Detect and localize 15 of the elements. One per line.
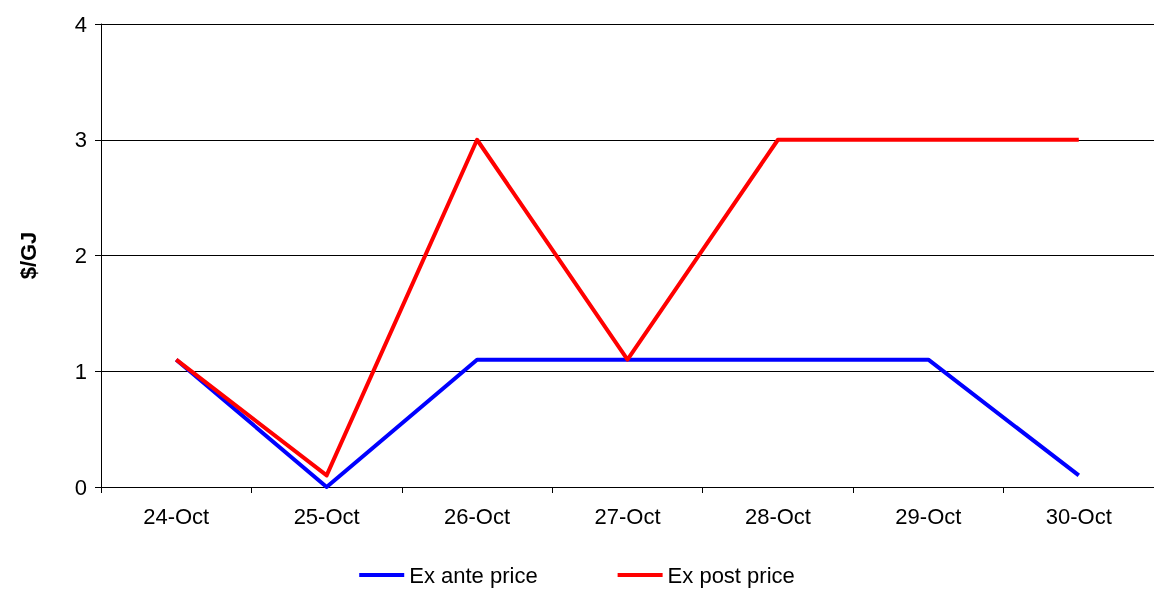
y-tick-label: 1 bbox=[74, 358, 87, 384]
x-tick-label: 29-Oct bbox=[895, 503, 962, 529]
x-tick-label: 24-Oct bbox=[143, 503, 210, 529]
y-axis-title: $/GJ bbox=[15, 231, 41, 280]
x-tick-label: 25-Oct bbox=[293, 503, 360, 529]
y-tick-label: 0 bbox=[74, 474, 87, 500]
y-tick-label: 2 bbox=[74, 243, 87, 268]
x-tick-label: 27-Oct bbox=[594, 503, 661, 529]
y-tick-label: 4 bbox=[74, 11, 87, 37]
legend-label: Ex ante price bbox=[409, 562, 538, 588]
x-tick-label: 30-Oct bbox=[1045, 503, 1112, 529]
x-tick-label: 26-Oct bbox=[444, 503, 511, 529]
legend-label: Ex post price bbox=[667, 562, 795, 588]
x-tick-label: 28-Oct bbox=[744, 503, 811, 529]
y-tick-label: 3 bbox=[74, 127, 87, 153]
